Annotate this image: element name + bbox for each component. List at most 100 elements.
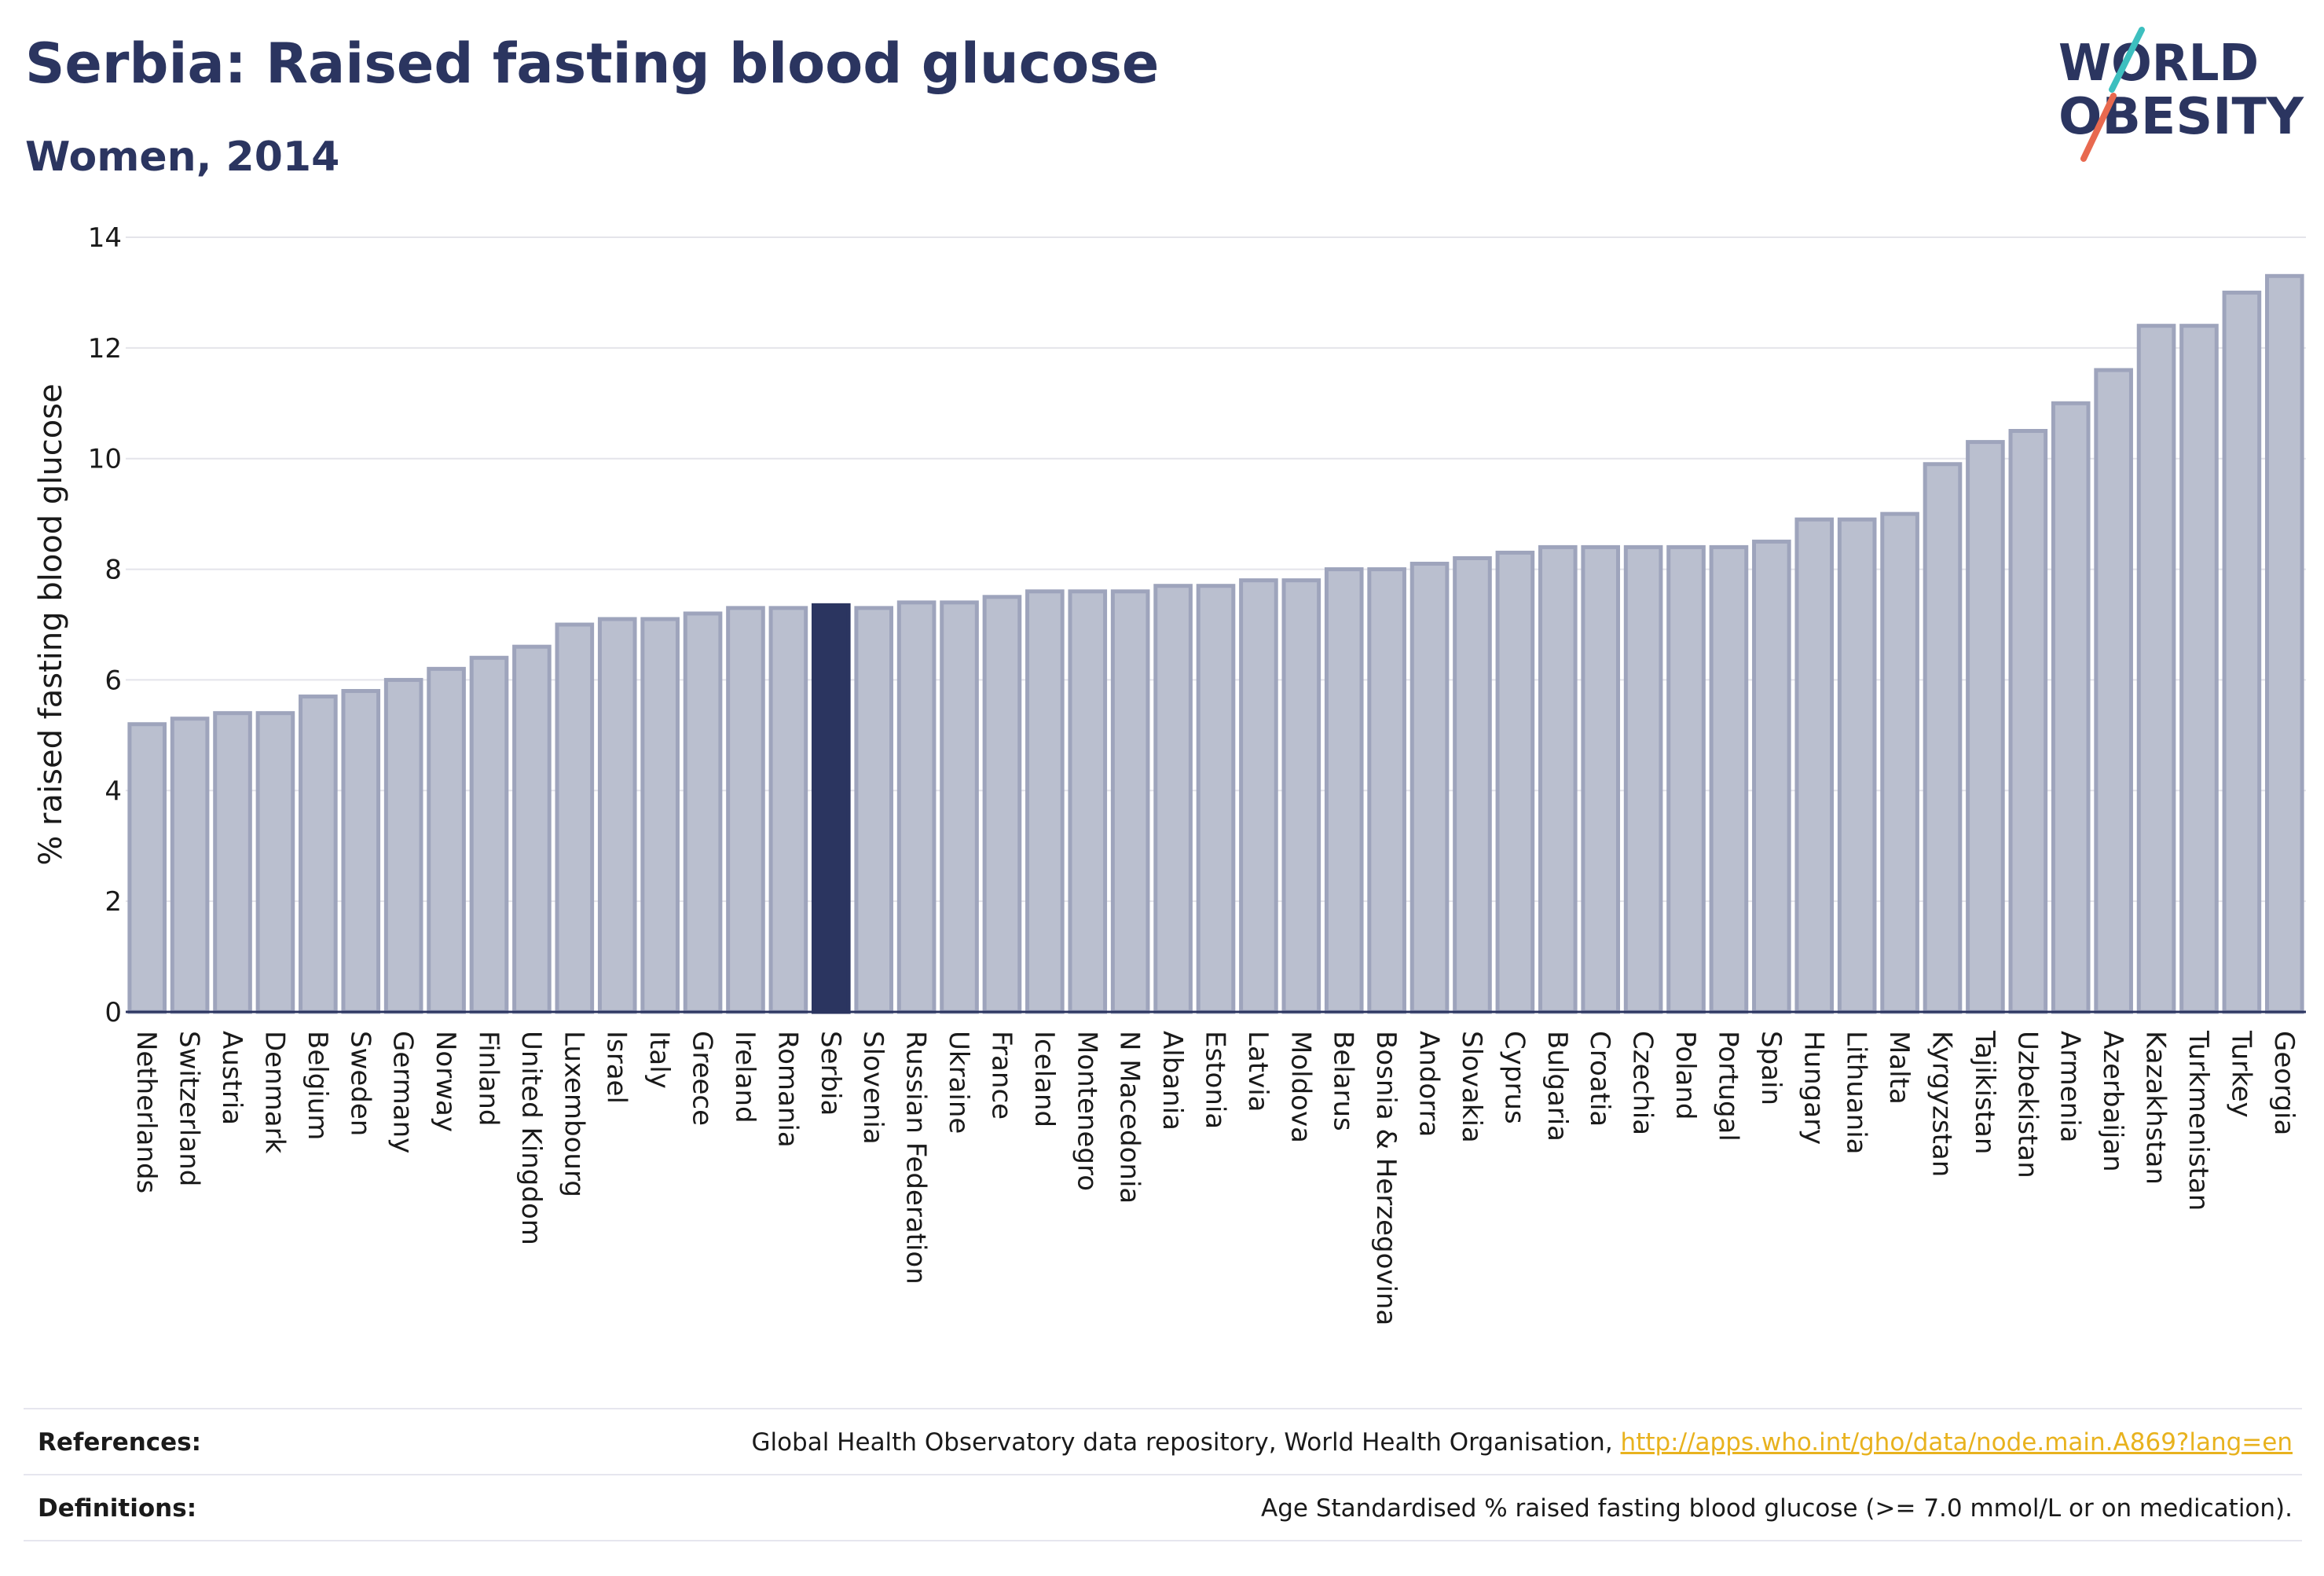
bar (2264, 273, 2304, 1014)
x-tick-label: Portugal (1712, 1031, 1743, 1142)
bar (726, 606, 765, 1014)
x-tick-label: Serbia (815, 1031, 846, 1116)
y-tick-label: 0 (104, 997, 122, 1028)
x-tick-label: Austria (216, 1031, 247, 1125)
bar (255, 711, 295, 1014)
x-tick-label: Kyrgyzstan (1926, 1031, 1958, 1177)
bar (299, 695, 338, 1014)
bar (2051, 401, 2091, 1014)
bar (597, 617, 637, 1014)
world-obesity-logo: WORLD OBESITY (2058, 27, 2304, 162)
bar (1239, 578, 1278, 1014)
bars (127, 273, 2304, 1014)
bar (768, 606, 808, 1014)
x-tick-label: Romania (772, 1031, 803, 1148)
x-tick-label: Uzbekistan (2011, 1031, 2043, 1178)
definitions-row: Definitions: Age Standardised % raised f… (24, 1474, 2302, 1541)
x-tick-label: Latvia (1242, 1031, 1274, 1112)
definitions-text: Age Standardised % raised fasting blood … (1261, 1494, 2293, 1523)
y-axis-title: % raised fasting blood glucose (33, 383, 69, 865)
x-tick-label: Ukraine (943, 1031, 974, 1134)
x-tick-label: Netherlands (130, 1031, 162, 1193)
references-label: References: (38, 1428, 202, 1457)
x-tick-label: Iceland (1028, 1031, 1060, 1127)
bar (1409, 562, 1450, 1014)
x-tick-label: Turkmenistan (2183, 1030, 2214, 1211)
chart-subtitle: Women, 2014 (25, 134, 340, 181)
y-tick-label: 4 (104, 775, 122, 807)
bar (1068, 589, 1108, 1014)
bar (1110, 589, 1150, 1014)
x-tick-label: Denmark (258, 1031, 290, 1154)
x-tick-label: Belgium (302, 1031, 333, 1140)
bar (1367, 567, 1406, 1014)
x-tick-label: Moldova (1285, 1031, 1316, 1143)
x-tick-label: Bulgaria (1541, 1031, 1573, 1142)
bar (1281, 578, 1321, 1014)
x-tick-label: Norway (430, 1031, 461, 1132)
bar (683, 611, 723, 1014)
bar (1880, 511, 1919, 1014)
definitions-label: Definitions: (38, 1494, 197, 1523)
x-tick-label: Georgia (2268, 1031, 2300, 1135)
x-tick-label: Armenia (2055, 1031, 2086, 1143)
logo-slash-teal (2109, 27, 2145, 93)
bar (1495, 550, 1535, 1014)
bar (1752, 539, 1791, 1014)
bar (2008, 429, 2048, 1014)
bar (341, 689, 381, 1014)
bar (1153, 584, 1193, 1014)
bar (1666, 544, 1706, 1014)
y-axis-ticks: 0 2 4 6 8 10 12 14 (88, 222, 122, 1028)
x-tick-label: Czechia (1627, 1031, 1659, 1135)
x-tick-label: Bosnia & Herzegovina (1370, 1031, 1402, 1325)
references-link[interactable]: http://apps.who.int/gho/data/node.main.A… (1620, 1428, 2293, 1457)
x-tick-label: Croatia (1584, 1031, 1615, 1127)
bar (1324, 567, 1364, 1014)
x-tick-label: Azerbaijan (2097, 1031, 2128, 1172)
bar-chart: 0 2 4 6 8 10 12 14 Netherlands Switzerland Austri… (33, 222, 2306, 1325)
x-tick-label: Greece (687, 1031, 718, 1126)
bar (1966, 440, 2005, 1014)
bar-highlight (811, 603, 851, 1014)
x-tick-label: Kazakhstan (2140, 1031, 2172, 1185)
bar (1025, 589, 1065, 1014)
x-tick-label: Italy (643, 1031, 675, 1089)
bar (1709, 544, 1749, 1014)
x-tick-label: France (985, 1031, 1017, 1120)
x-tick-label: Sweden (344, 1031, 376, 1136)
bar (640, 617, 680, 1014)
x-tick-label: Slovakia (1456, 1031, 1487, 1143)
y-tick-label: 14 (88, 222, 122, 254)
x-tick-label: Spain (1755, 1031, 1787, 1105)
x-tick-label: Israel (601, 1031, 632, 1104)
references-row: References: Global Health Observatory da… (24, 1408, 2302, 1474)
x-tick-label: Estonia (1200, 1031, 1231, 1129)
x-tick-label: Montenegro (1071, 1031, 1102, 1191)
x-tick-label: Lithuania (1841, 1031, 1872, 1154)
logo-line-2: OBESITY (2058, 88, 2304, 146)
bar (1837, 517, 1877, 1014)
logo-slash-coral (2080, 93, 2117, 162)
bar (1581, 544, 1621, 1014)
bar (1453, 555, 1492, 1014)
chart-title: Serbia: Raised fasting blood glucose (25, 31, 1160, 96)
bar (469, 655, 509, 1014)
bar (427, 666, 466, 1014)
x-tick-label: Russian Federation (900, 1031, 932, 1285)
x-tick-label: Belarus (1328, 1031, 1359, 1131)
x-tick-label: Cyprus (1498, 1031, 1530, 1124)
y-tick-label: 8 (104, 555, 122, 586)
x-tick-label: Tajikistan (1969, 1030, 2000, 1154)
bar (1623, 544, 1663, 1014)
x-tick-label: Albania (1157, 1031, 1188, 1131)
bar (1923, 462, 1963, 1014)
bar (2179, 324, 2219, 1014)
bar (982, 595, 1022, 1014)
bar (2222, 290, 2262, 1014)
bar (940, 600, 979, 1014)
bar (854, 606, 894, 1014)
bar (1196, 584, 1236, 1014)
y-tick-label: 2 (104, 886, 122, 918)
y-tick-label: 10 (88, 444, 122, 475)
